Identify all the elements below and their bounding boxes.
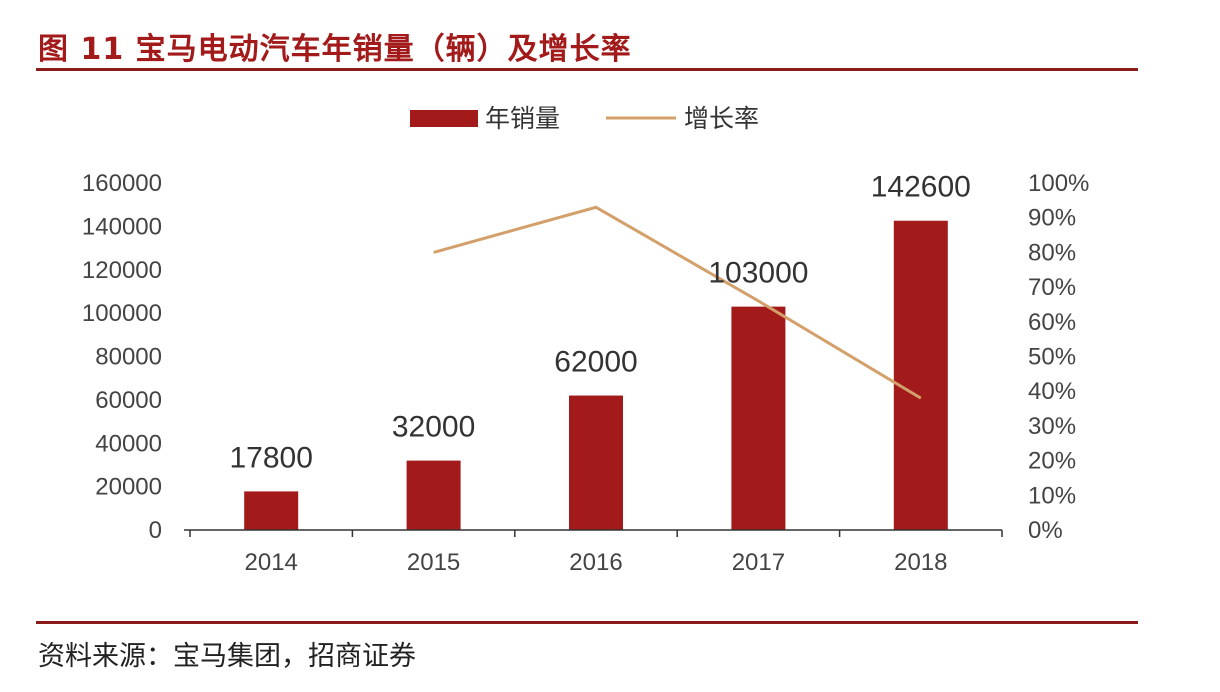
bar-series <box>244 220 948 530</box>
left-tick-label: 160000 <box>82 170 162 197</box>
left-tick-label: 40000 <box>95 430 162 457</box>
right-y-axis: 0% 10% 20% 30% 40% 50% 60% 70% 80% 90% 100% <box>1028 170 1089 544</box>
bar-value-label: 142600 <box>871 171 971 204</box>
source-note: 资料来源：宝马集团，招商证券 <box>38 641 416 672</box>
legend-bar-swatch <box>410 110 478 127</box>
x-tick-label: 2014 <box>245 549 298 576</box>
left-tick-label: 80000 <box>95 344 162 371</box>
right-tick-label: 0% <box>1028 517 1063 544</box>
bar-value-label: 62000 <box>554 346 637 379</box>
x-tick-label: 2015 <box>407 549 460 576</box>
legend-bar-label: 年销量 <box>485 105 560 133</box>
bar-value-label: 103000 <box>708 257 808 290</box>
left-y-axis: 0 20000 40000 60000 80000 100000 120000 140000 1… <box>82 170 190 544</box>
bar-2016 <box>569 395 623 530</box>
legend-line-label: 增长率 <box>684 105 759 133</box>
left-tick-label: 0 <box>149 517 162 544</box>
right-tick-label: 70% <box>1028 274 1076 301</box>
x-tick-label: 2016 <box>569 549 622 576</box>
figure-title: 图 11 宝马电动汽车年销量（辆）及增长率 <box>38 32 632 67</box>
x-tick-label: 2017 <box>732 549 785 576</box>
x-tick-label: 2018 <box>894 549 947 576</box>
right-tick-label: 40% <box>1028 378 1076 405</box>
bar-2017 <box>731 306 786 530</box>
left-tick-label: 20000 <box>95 474 162 501</box>
right-tick-label: 10% <box>1028 482 1076 509</box>
growth-line-series <box>433 205 922 400</box>
bar-value-label: 17800 <box>229 441 312 474</box>
right-tick-label: 100% <box>1028 170 1089 197</box>
left-tick-label: 120000 <box>82 257 162 284</box>
data-labels: 17800 32000 62000 103000 142600 <box>229 171 970 475</box>
footer-divider <box>36 621 1138 624</box>
bar-2014 <box>244 491 299 530</box>
right-tick-label: 30% <box>1028 413 1076 440</box>
left-tick-label: 140000 <box>82 213 162 240</box>
right-tick-label: 80% <box>1028 239 1076 266</box>
right-tick-label: 20% <box>1028 448 1076 475</box>
title-divider <box>36 68 1138 71</box>
bar-value-label: 32000 <box>392 411 475 444</box>
right-tick-label: 50% <box>1028 344 1076 371</box>
chart-legend: 年销量 增长率 <box>410 105 759 133</box>
bar-2015 <box>406 460 461 530</box>
right-tick-label: 90% <box>1028 205 1076 232</box>
left-tick-label: 60000 <box>95 387 162 414</box>
growth-line <box>433 205 922 400</box>
left-tick-label: 100000 <box>82 300 162 327</box>
bar-2018 <box>893 220 948 530</box>
right-tick-label: 60% <box>1028 309 1076 336</box>
x-axis: 2014 2015 2016 2017 2018 <box>189 529 1003 576</box>
